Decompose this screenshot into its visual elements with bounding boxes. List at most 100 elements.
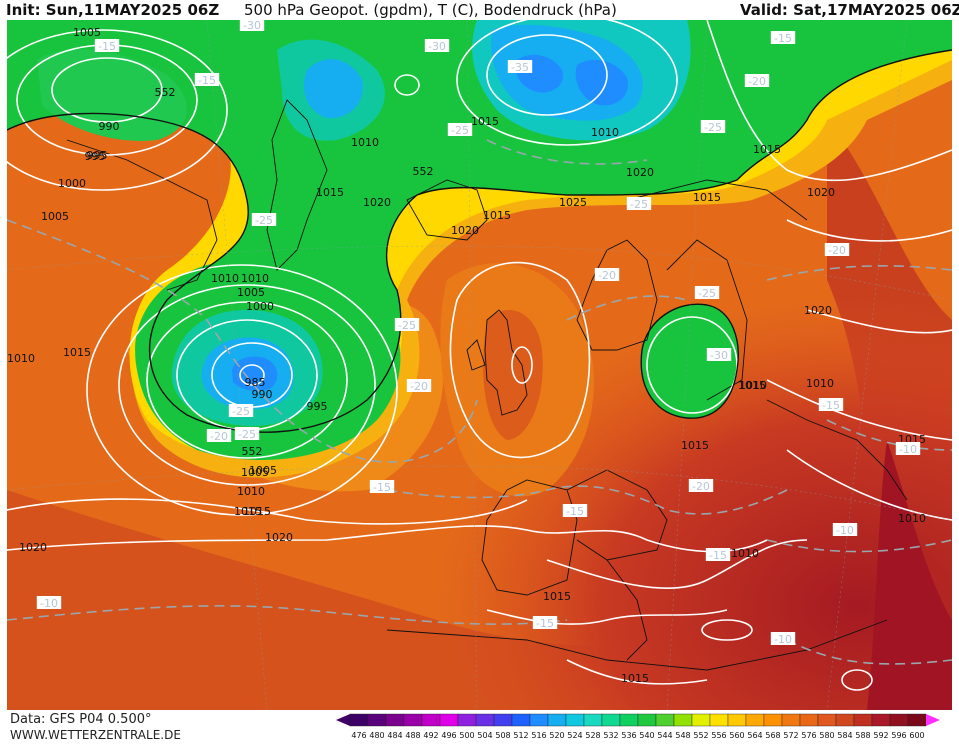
svg-text:1015: 1015 <box>621 672 649 685</box>
svg-text:1020: 1020 <box>19 541 47 554</box>
svg-text:1005: 1005 <box>41 210 69 223</box>
pressure-label: 1010 <box>351 136 379 149</box>
svg-text:-15: -15 <box>566 505 584 518</box>
pressure-label: 1010 <box>898 512 926 525</box>
colorbar-tick-label: 504 <box>477 731 492 740</box>
svg-text:-15: -15 <box>198 74 216 87</box>
dark-red-se <box>867 440 952 710</box>
temperature-label: -20 <box>406 379 432 393</box>
colorbar-tick-label: 492 <box>423 731 438 740</box>
colorbar-swatch <box>709 713 729 727</box>
temperature-label: -25 <box>447 123 473 137</box>
colorbar-swatch <box>655 713 675 727</box>
svg-text:-15: -15 <box>822 399 840 412</box>
svg-text:1005: 1005 <box>241 466 269 479</box>
pressure-label: 1020 <box>451 224 479 237</box>
geopotential-labels: 552 552 552 <box>155 86 434 458</box>
pressure-label: 1025 <box>559 196 587 209</box>
pressure-label: 1020 <box>265 531 293 544</box>
temperature-label: -15 <box>705 548 731 562</box>
svg-text:552: 552 <box>242 445 263 458</box>
colorbar-swatch <box>853 713 873 727</box>
temperature-label: -10 <box>770 632 796 646</box>
svg-text:-20: -20 <box>410 380 428 393</box>
svg-text:-20: -20 <box>210 430 228 443</box>
colorbar-tick-label: 480 <box>369 731 384 740</box>
pressure-label: 1020 <box>363 196 391 209</box>
isobar-nw-3 <box>7 29 228 191</box>
temperature-label: -20 <box>688 479 714 493</box>
colorbar-swatch <box>421 713 441 727</box>
isobar-low-west-1 <box>239 364 265 386</box>
pressure-label: 1010 <box>7 352 35 365</box>
svg-text:-25: -25 <box>255 214 273 227</box>
svg-text:1015: 1015 <box>753 143 781 156</box>
svg-text:1020: 1020 <box>451 224 479 237</box>
isobar-low-west-5 <box>118 284 376 486</box>
colorbar-swatch <box>601 713 621 727</box>
colorbar-tick-label: 588 <box>855 731 870 740</box>
svg-text:1015: 1015 <box>243 505 271 518</box>
svg-text:-30: -30 <box>243 20 261 32</box>
isobar-north <box>394 74 420 96</box>
svg-text:1010: 1010 <box>237 485 265 498</box>
pressure-label: 1020 <box>804 304 832 317</box>
pressure-label: 1000 <box>58 177 86 190</box>
svg-text:1010: 1010 <box>591 126 619 139</box>
blue-north <box>303 59 363 119</box>
colorbar-swatch <box>763 713 783 727</box>
colorbar-swatch <box>547 713 567 727</box>
svg-text:-10: -10 <box>836 524 854 537</box>
colorbar-tick-label: 528 <box>585 731 600 740</box>
pressure-label: 1005 <box>241 466 269 479</box>
colorbar-tick-label: 548 <box>675 731 690 740</box>
colorbar-swatch <box>727 713 747 727</box>
blue-arctic-core2 <box>575 59 628 106</box>
colorbar-tick-label: 488 <box>405 731 420 740</box>
isobar-cutoff <box>646 316 738 414</box>
pressure-label: 1010 <box>591 126 619 139</box>
svg-text:-15: -15 <box>373 481 391 494</box>
colorbar-swatch <box>871 713 891 727</box>
svg-text:-30: -30 <box>710 349 728 362</box>
svg-text:1010: 1010 <box>731 547 759 560</box>
svg-text:-25: -25 <box>451 124 469 137</box>
pressure-label: 1015 <box>681 439 709 452</box>
temperature-label: -10 <box>895 442 921 456</box>
svg-text:-25: -25 <box>630 198 648 211</box>
svg-text:1015: 1015 <box>738 379 766 392</box>
temperature-label: -25 <box>700 120 726 134</box>
pressure-label: 995 <box>87 149 108 162</box>
svg-text:1010: 1010 <box>898 512 926 525</box>
colorbar-tick-label: 500 <box>459 731 474 740</box>
pressure-label: 1010 <box>237 485 265 498</box>
pressure-label: 1020 <box>807 186 835 199</box>
colorbar-swatch <box>493 713 513 727</box>
colorbar-tick-label: 592 <box>873 731 888 740</box>
temperature-label: -15 <box>818 398 844 412</box>
svg-text:-25: -25 <box>398 319 416 332</box>
weather-map: 1005 995 990 995 1000 1005 1010 1015 1010 1005 100… <box>7 20 952 710</box>
colorbar-swatch <box>511 713 531 727</box>
colorbar-swatch <box>619 713 639 727</box>
temperature-label: -15 <box>369 480 395 494</box>
colorbar-swatch <box>367 713 387 727</box>
isobars <box>7 20 952 691</box>
colorbar-swatch <box>385 713 405 727</box>
pressure-label: 1015 <box>483 209 511 222</box>
temperature-label: -10 <box>36 596 62 610</box>
svg-text:1015: 1015 <box>471 115 499 128</box>
svg-text:-25: -25 <box>238 428 256 441</box>
colorbar-swatch <box>403 713 423 727</box>
temperature-label: -15 <box>562 504 588 518</box>
temperature-label: -20 <box>206 429 232 443</box>
pressure-label: 1005 <box>237 286 265 299</box>
svg-text:1010: 1010 <box>739 379 767 392</box>
svg-text:1020: 1020 <box>265 531 293 544</box>
svg-text:-25: -25 <box>698 287 716 300</box>
pressure-label: 995 <box>307 400 328 413</box>
colorbar-swatch <box>835 713 855 727</box>
isotherms <box>7 139 952 665</box>
temperature-label: -15 <box>94 39 120 53</box>
colorbar-swatch <box>565 713 585 727</box>
